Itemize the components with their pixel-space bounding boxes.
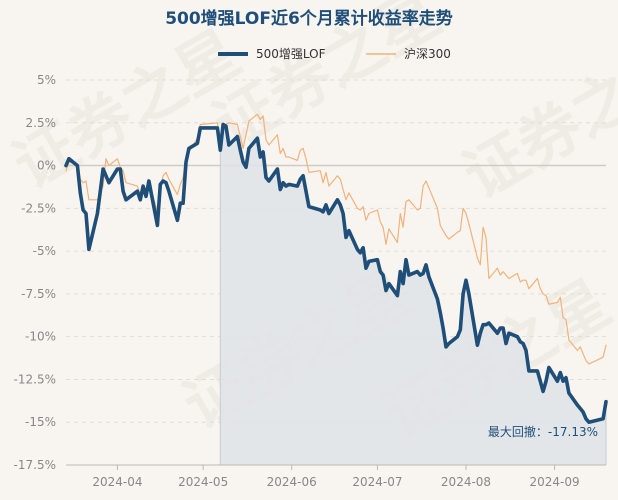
y-tick-label: -17.5% xyxy=(14,458,56,472)
x-tick-label: 2024-05 xyxy=(178,475,228,489)
series-layer xyxy=(64,113,608,424)
chart-title: 500增强LOF近6个月累计收益率走势 xyxy=(165,8,453,29)
y-tick-label: 0% xyxy=(37,159,56,173)
series-line-fund xyxy=(64,122,608,424)
y-tick-label: -10% xyxy=(25,330,56,344)
y-tick-label: -2.5% xyxy=(21,201,56,215)
y-tick-label: 2.5% xyxy=(26,116,57,130)
grid-layer: 5% 2.5% 0% -2.5% -5% -7.5% -10% -12.5% -15% -17.5… xyxy=(14,73,606,472)
y-tick-label: -15% xyxy=(25,415,56,429)
legend-label-index: 沪深300 xyxy=(404,47,451,61)
y-tick-label: -5% xyxy=(33,244,56,258)
legend: 500增强LOF 沪深300 xyxy=(218,47,451,61)
y-tick-label: -12.5% xyxy=(14,372,56,386)
y-tick-label: 5% xyxy=(37,73,56,87)
legend-label-fund: 500增强LOF xyxy=(256,47,326,61)
x-tick-label: 2024-06 xyxy=(267,475,317,489)
max-drawdown-label: 最大回撤：-17.13% xyxy=(488,424,598,439)
y-tick-label: -7.5% xyxy=(21,287,56,301)
x-tick-label: 2024-09 xyxy=(530,475,580,489)
x-tick-label: 2024-07 xyxy=(352,475,402,489)
x-tick-label: 2024-04 xyxy=(92,475,142,489)
axis-layer: 2024-04 2024-05 2024-06 2024-07 2024-08 2024-… xyxy=(66,464,606,489)
x-tick-label: 2024-08 xyxy=(441,475,491,489)
watermark-text-3: 证券之星 xyxy=(451,26,618,213)
